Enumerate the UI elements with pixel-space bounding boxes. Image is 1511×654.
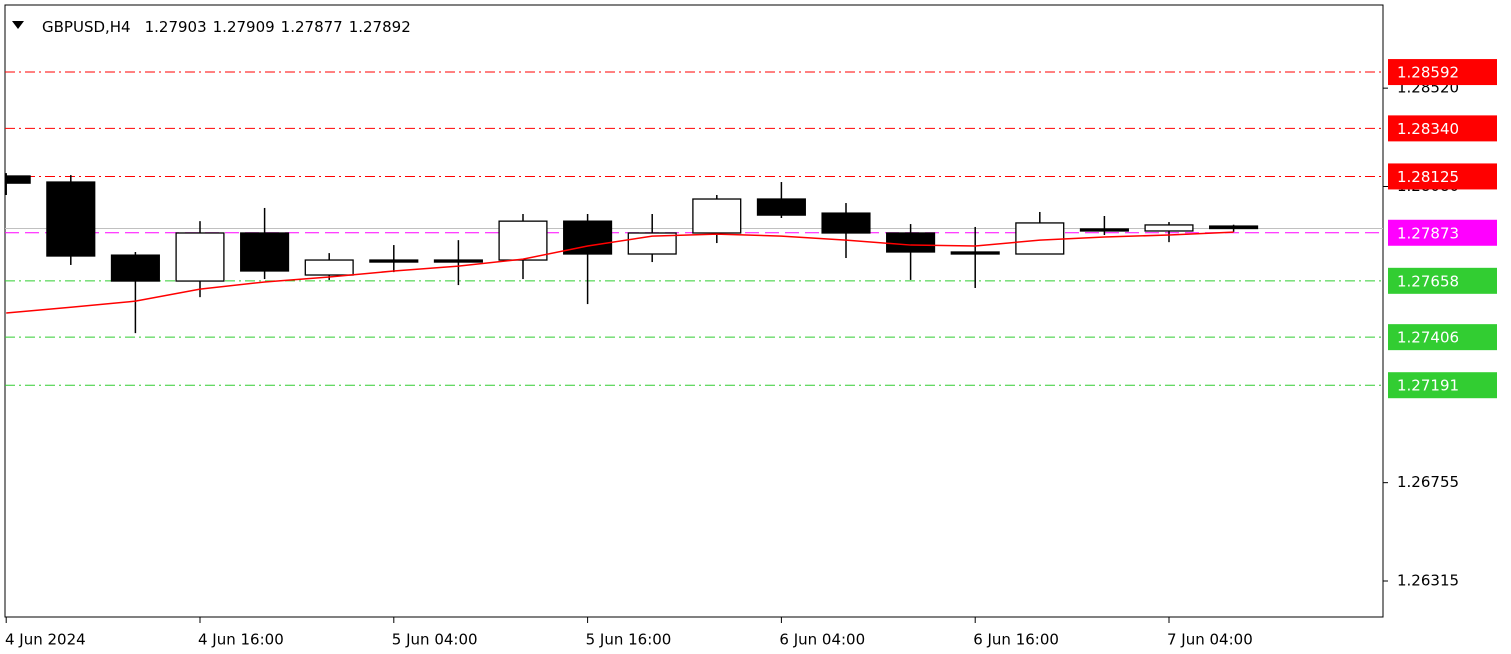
level-label-bg — [1388, 115, 1497, 142]
candle-body — [756, 198, 806, 216]
candle-body — [110, 254, 160, 282]
level-label: 1.28592 — [1397, 64, 1459, 82]
level-label: 1.27658 — [1397, 272, 1459, 290]
candle-body — [1209, 225, 1259, 230]
candle-body — [498, 220, 548, 261]
candle-body — [5, 175, 31, 184]
y-tick-label: 1.26755 — [1397, 473, 1459, 491]
open-price: 1.27903 — [145, 18, 207, 36]
x-tick-label: 4 Jun 16:00 — [198, 631, 284, 649]
chart-header: GBPUSD,H4 1.27903 1.27909 1.27877 1.27892 — [42, 18, 411, 36]
candle-body — [175, 232, 225, 282]
level-label: 1.27873 — [1397, 224, 1459, 242]
close-price: 1.27892 — [349, 18, 411, 36]
candle-body — [1015, 222, 1065, 255]
plot-frame — [4, 4, 1384, 618]
candle-body — [240, 232, 290, 272]
candle-body — [1079, 228, 1129, 232]
x-tick-label: 7 Jun 04:00 — [1167, 631, 1253, 649]
level-label: 1.28125 — [1397, 168, 1459, 186]
x-tick-label: 6 Jun 16:00 — [973, 631, 1059, 649]
plot-area — [5, 71, 1383, 386]
candle-body — [950, 251, 1000, 255]
candle-body — [1144, 224, 1194, 232]
x-tick-label: 6 Jun 04:00 — [779, 631, 865, 649]
level-label-bg — [1388, 267, 1497, 294]
moving-average — [6, 231, 1234, 314]
candle-body — [46, 181, 96, 257]
high-price: 1.27909 — [213, 18, 275, 36]
y-tick-label: 1.26315 — [1397, 572, 1459, 590]
candle-body — [433, 259, 483, 263]
level-label-bg — [1388, 324, 1497, 351]
level-label: 1.28340 — [1397, 120, 1459, 138]
level-label-bg — [1388, 59, 1497, 86]
menu-triangle[interactable] — [12, 21, 24, 29]
level-label: 1.27191 — [1397, 377, 1459, 395]
level-label-bg — [1388, 219, 1497, 246]
level-label-bg — [1388, 372, 1497, 399]
level-label: 1.27406 — [1397, 329, 1459, 347]
low-price: 1.27877 — [281, 18, 343, 36]
level-label-bg — [1388, 163, 1497, 190]
x-tick-label: 4 Jun 2024 — [5, 631, 86, 649]
candle-body — [886, 232, 936, 253]
candle-body — [304, 259, 354, 276]
candle-body — [692, 198, 742, 234]
x-tick-label: 5 Jun 16:00 — [586, 631, 672, 649]
candle-body — [369, 259, 419, 263]
candle-body — [821, 212, 871, 234]
symbol: GBPUSD,H4 — [42, 18, 131, 36]
x-tick-label: 5 Jun 04:00 — [392, 631, 478, 649]
